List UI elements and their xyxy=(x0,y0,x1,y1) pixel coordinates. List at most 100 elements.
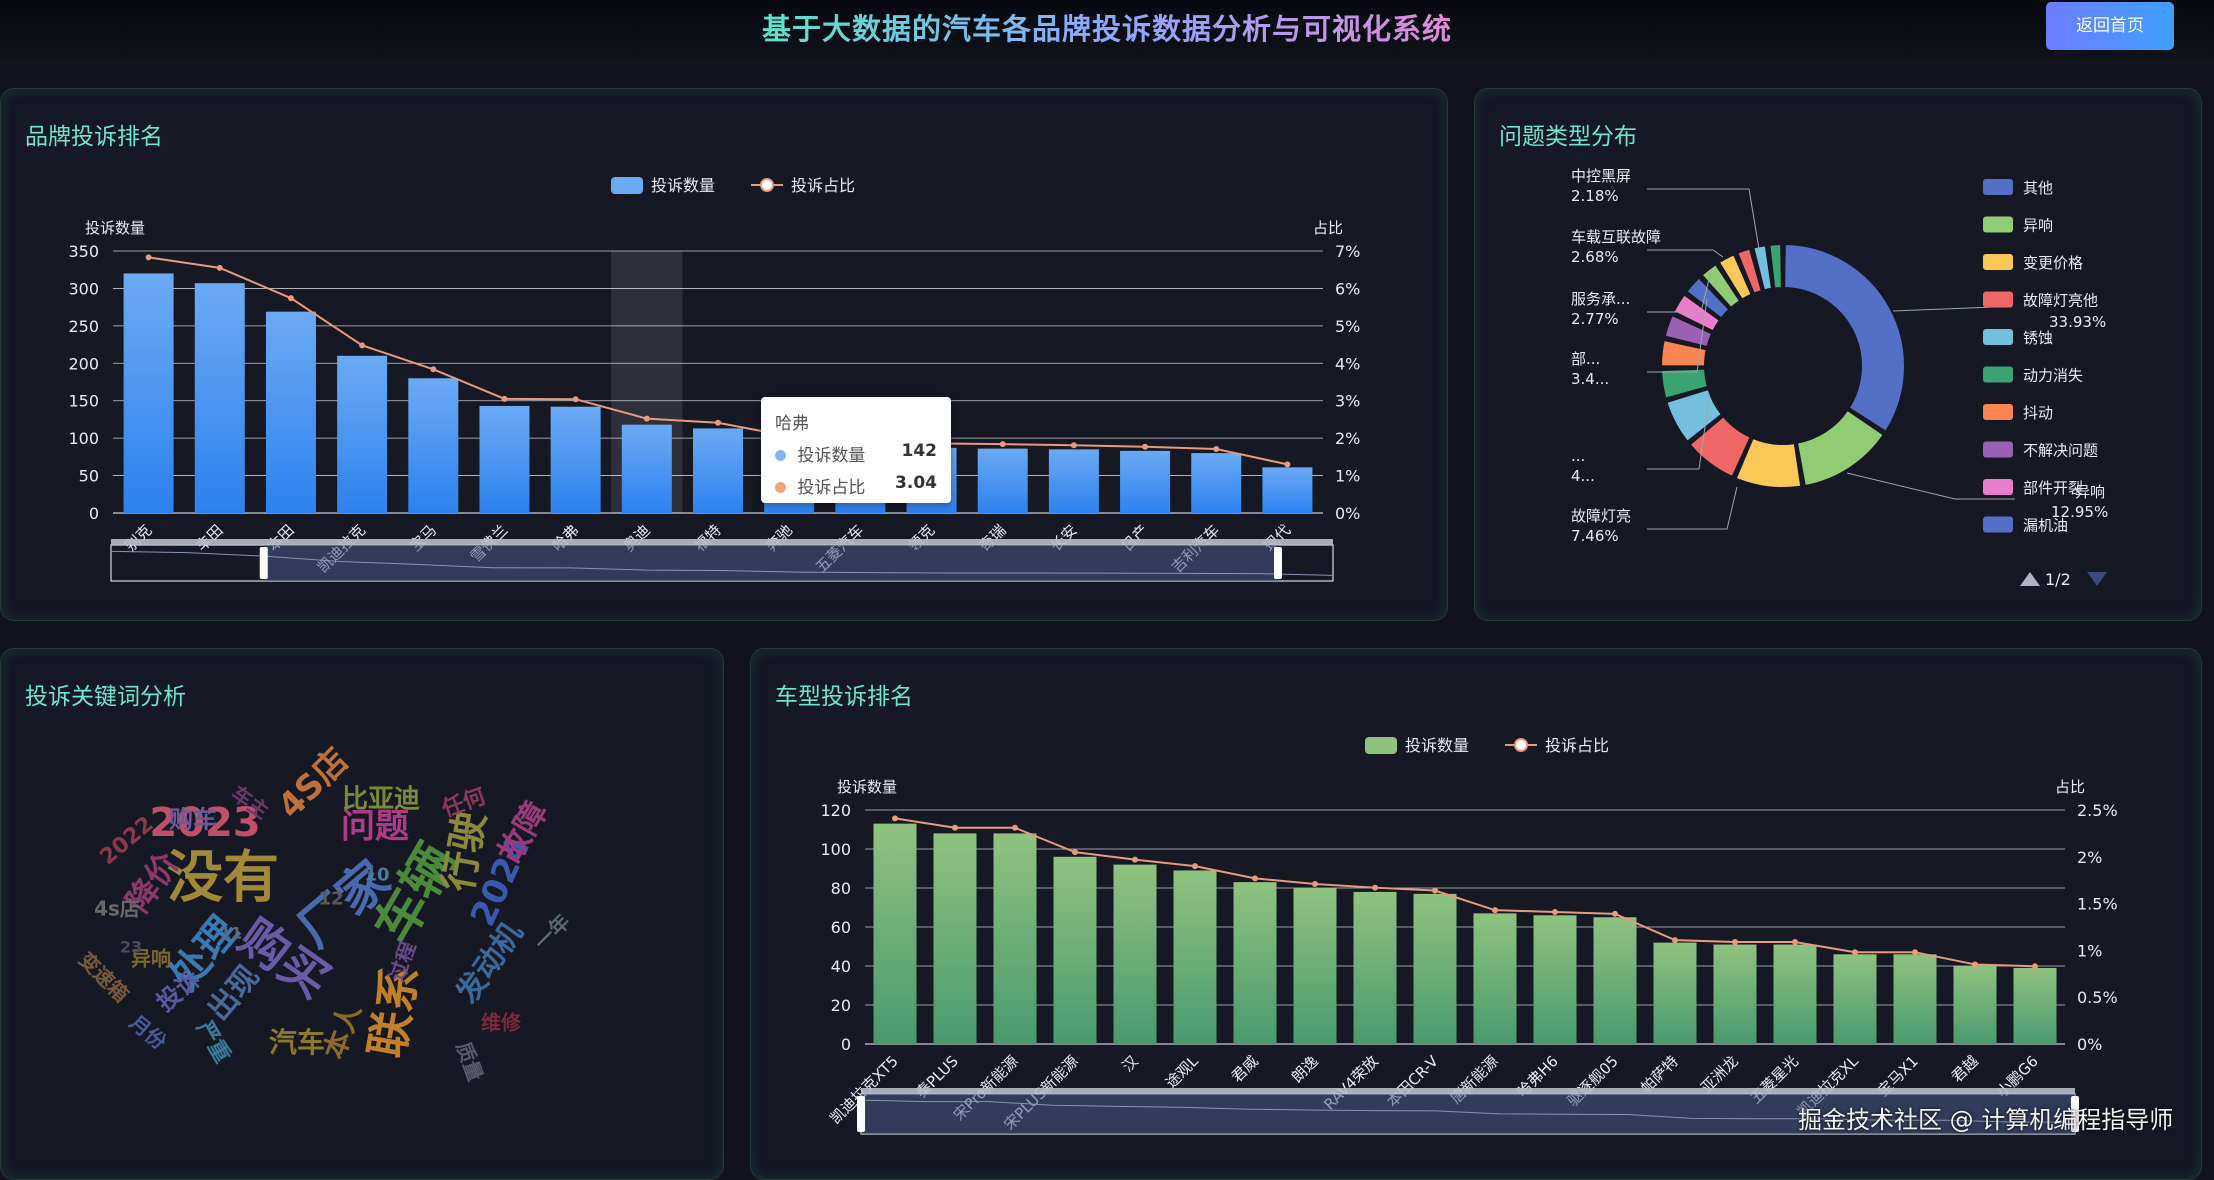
pie-label-line xyxy=(1892,306,1996,312)
word-cloud: 没有 2023 购买 车辆 联系 厂家 问题 行驶 处理 4S店 2024 发动机 降价 出现 比亚迪 故障汽… xyxy=(1,649,723,1179)
y-tick-label: 120 xyxy=(820,801,851,820)
pie-label-pct: 2.18% xyxy=(1571,187,1619,205)
issue-pie-chart[interactable]: 中控黑屏 2.18% 车载互联故障 2.68% 服务承... 2.77% 部... 3.4..… xyxy=(1475,89,2201,620)
ratio-point xyxy=(1192,863,1198,870)
ratio-point xyxy=(715,419,721,426)
ratio-point xyxy=(287,295,294,302)
ratio-point xyxy=(1142,443,1149,450)
y-tick-label-right: 2% xyxy=(2077,848,2102,867)
ratio-point xyxy=(145,254,152,261)
cloud-word: 质量 xyxy=(451,1038,488,1085)
legend-label: 故障灯亮他 xyxy=(2023,292,2098,310)
legend-label: 变更价格 xyxy=(2023,254,2083,272)
ratio-point xyxy=(1732,938,1738,945)
ratio-point xyxy=(1252,875,1258,882)
bar xyxy=(621,424,672,513)
y-tick-label: 200 xyxy=(68,354,99,373)
y-tick-label-right: 2% xyxy=(1335,429,1360,448)
ratio-point xyxy=(1672,937,1678,944)
cloud-word: 没有 xyxy=(167,845,279,911)
legend-label: 不解决问题 xyxy=(2023,442,2098,460)
y-tick-label: 0 xyxy=(841,1035,851,1054)
pie-slice xyxy=(1783,242,1906,434)
tooltip-row-name: 投诉占比 xyxy=(797,478,866,498)
ratio-point xyxy=(643,415,650,422)
top-bar xyxy=(0,0,2214,62)
ratio-point xyxy=(892,815,898,822)
legend-swatch-count xyxy=(611,177,643,194)
legend-swatch-ratio-dot xyxy=(1514,738,1528,752)
pie-slice xyxy=(1663,313,1714,349)
y-tick-label: 0 xyxy=(89,504,99,523)
legend-swatch xyxy=(1983,216,2013,233)
y-tick-label-right: 5% xyxy=(1335,317,1360,336)
pie-label-pct: 2.68% xyxy=(1571,248,1619,266)
legend-label: 抖动 xyxy=(2023,404,2053,422)
bar xyxy=(2013,967,2057,1044)
cloud-word: 问题 xyxy=(341,806,409,847)
bar xyxy=(1113,864,1157,1044)
pie-label-line xyxy=(1846,472,2015,500)
bar xyxy=(1293,888,1337,1044)
x-tick-label: 丰田 xyxy=(193,521,227,555)
pie-slice xyxy=(1752,244,1774,292)
y-tick-label-right: 3% xyxy=(1335,392,1360,411)
bar xyxy=(1262,467,1313,513)
bar xyxy=(1533,915,1577,1044)
y-tick-label: 60 xyxy=(831,918,851,937)
legend-swatch xyxy=(1983,291,2013,308)
cloud-word: 汽车 xyxy=(268,1026,326,1059)
ratio-point xyxy=(1372,884,1378,891)
bar xyxy=(1048,449,1099,513)
legend-label: 动力消失 xyxy=(2023,367,2083,385)
issue-distribution-panel: 问题类型分布 中控黑屏 2.18% 车载互联故障 2.68% 服务承... 2.77% 部.… xyxy=(1474,88,2202,621)
bar xyxy=(993,833,1037,1044)
pie-label-line xyxy=(1647,398,1710,470)
legend-swatch xyxy=(1983,479,2013,495)
pie-slice xyxy=(1700,262,1742,310)
bar xyxy=(873,823,917,1044)
cloud-word: 发动机 xyxy=(449,916,531,1010)
bar xyxy=(977,448,1028,513)
ratio-point xyxy=(359,342,366,349)
cloud-word: 23 xyxy=(119,937,143,957)
ratio-point xyxy=(572,396,579,403)
x-tick-label: 途观L xyxy=(1162,1052,1202,1092)
ratio-point xyxy=(1132,856,1138,863)
legend-label: 异响 xyxy=(2023,217,2053,235)
legend-next-icon xyxy=(2087,572,2107,586)
pie-slice xyxy=(1717,252,1753,302)
zoom-slider-top-bar xyxy=(111,539,1333,545)
y-tick-label: 50 xyxy=(79,467,99,486)
bar xyxy=(1593,917,1637,1044)
watermark: 掘金技术社区 @ 计算机编程指导师 xyxy=(1798,1106,2174,1134)
bar xyxy=(194,283,245,513)
panel-title: 品牌投诉排名 xyxy=(25,124,163,150)
pie-label-pct: 7.46% xyxy=(1571,527,1619,545)
ratio-point xyxy=(999,441,1006,448)
cloud-word: 购车 xyxy=(169,805,217,834)
legend-swatch xyxy=(1983,404,2013,420)
back-home-button[interactable]: 返回首页 xyxy=(2046,2,2174,50)
cloud-word: 11 xyxy=(219,923,243,943)
legend-label: 投诉占比 xyxy=(1545,736,1609,755)
legend-prev-icon xyxy=(2020,572,2040,586)
pie-label-line xyxy=(1647,270,1712,313)
ratio-point xyxy=(952,824,958,831)
y-axis-title-left: 投诉数量 xyxy=(837,778,897,796)
pie-label-line xyxy=(1647,188,1760,250)
ratio-point xyxy=(1312,880,1318,887)
legend-swatch xyxy=(1983,366,2013,383)
panel-title: 问题类型分布 xyxy=(1499,124,1637,150)
y-tick-label: 300 xyxy=(68,279,99,298)
y-tick-label-right: 0.5% xyxy=(2077,988,2118,1007)
zoom-slider-shadow xyxy=(860,1099,2076,1123)
ratio-point xyxy=(1432,887,1438,894)
brand-ranking-panel: 品牌投诉排名 投诉数量 投诉占比 投诉数量 占比 0 50 100 150 200 250 300 3… xyxy=(0,88,1448,621)
ratio-point xyxy=(430,366,437,373)
bar xyxy=(1233,882,1277,1044)
bar xyxy=(479,405,530,513)
legend-swatch xyxy=(1983,179,2013,195)
